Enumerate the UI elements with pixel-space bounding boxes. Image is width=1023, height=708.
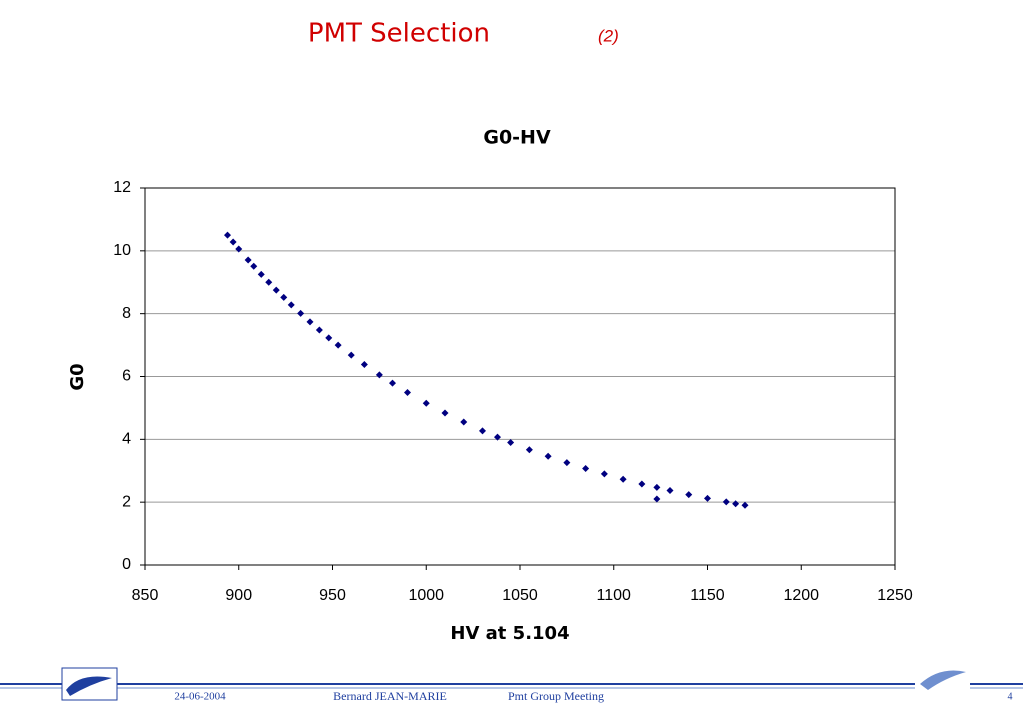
point xyxy=(297,309,305,317)
point xyxy=(325,334,333,342)
footer-meeting: Pmt Group Meeting xyxy=(508,689,604,703)
point xyxy=(250,262,258,270)
point xyxy=(685,491,693,499)
point xyxy=(507,438,515,446)
slide-title: PMT Selection xyxy=(308,19,490,49)
x-tick-label: 1200 xyxy=(783,587,819,604)
point xyxy=(619,475,627,483)
point xyxy=(460,418,468,426)
point xyxy=(244,256,252,264)
y-axis-label: G0 xyxy=(67,363,88,390)
footer-page: 4 xyxy=(1008,691,1013,702)
point xyxy=(235,245,243,253)
point xyxy=(732,500,740,508)
point xyxy=(315,326,323,334)
point xyxy=(544,452,552,460)
x-tick-label: 850 xyxy=(132,587,159,604)
point xyxy=(441,409,449,417)
x-axis-label: HV at 5.104 xyxy=(450,623,569,644)
x-tick-label: 1050 xyxy=(502,587,538,604)
point xyxy=(422,399,430,407)
y-tick-label: 8 xyxy=(122,305,131,322)
point xyxy=(600,470,608,478)
point xyxy=(479,427,486,435)
point xyxy=(375,371,383,379)
point xyxy=(224,231,231,239)
y-tick-label: 4 xyxy=(122,431,131,448)
point xyxy=(494,433,501,441)
x-tick-label: 950 xyxy=(319,587,346,604)
x-tick-label: 1150 xyxy=(690,587,725,604)
point xyxy=(360,361,368,369)
point xyxy=(582,465,590,473)
x-tick-label: 900 xyxy=(225,587,252,604)
y-tick-label: 10 xyxy=(113,242,131,259)
point xyxy=(741,501,749,509)
y-tick-label: 0 xyxy=(122,556,131,573)
y-tick-label: 12 xyxy=(113,179,131,196)
point xyxy=(563,459,571,467)
point xyxy=(306,318,314,326)
x-tick-label: 1000 xyxy=(408,587,444,604)
plot-frame xyxy=(144,187,896,566)
point xyxy=(666,487,674,495)
point xyxy=(653,495,661,503)
point xyxy=(265,278,273,286)
x-tick-label: 1250 xyxy=(877,587,913,604)
chart-title: G0-HV xyxy=(483,127,551,149)
footer-date: 24-06-2004 xyxy=(174,691,226,703)
point xyxy=(404,389,411,397)
slide-title-suffix: (2) xyxy=(598,26,619,45)
point xyxy=(704,494,711,502)
point xyxy=(347,351,355,359)
y-tick-label: 6 xyxy=(122,368,131,385)
point xyxy=(229,238,237,246)
point xyxy=(722,498,730,506)
point xyxy=(257,270,265,278)
point xyxy=(334,341,342,349)
logo xyxy=(920,670,966,690)
point xyxy=(389,379,396,387)
point xyxy=(653,483,661,491)
footer-author: Bernard JEAN-MARIE xyxy=(333,689,447,703)
plot: 0 2 4 6 8 10 12 850 900 950 1000 1050 1100 1150 1200 12… xyxy=(113,179,913,604)
y-tick-label: 2 xyxy=(122,493,131,510)
point xyxy=(272,286,280,294)
point xyxy=(638,480,646,488)
point xyxy=(525,446,533,454)
point xyxy=(280,293,288,301)
logo xyxy=(66,676,112,696)
point xyxy=(287,301,295,309)
x-tick-label: 1100 xyxy=(597,587,632,604)
